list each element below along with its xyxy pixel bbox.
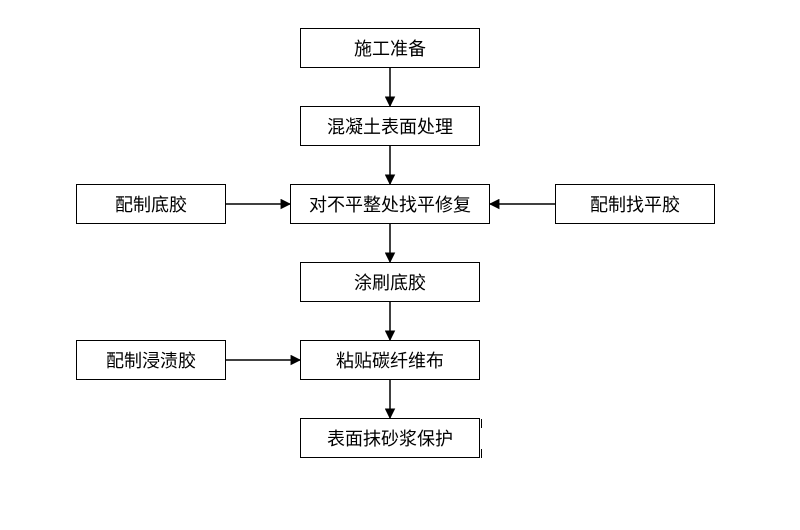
flow-node-label: 配制浸渍胶 <box>106 347 196 373</box>
flow-node-sL2: 配制浸渍胶 <box>76 340 226 380</box>
flow-node-label: 对不平整处找平修复 <box>309 191 471 217</box>
decorative-tick-0 <box>481 419 482 428</box>
flow-node-label: 配制底胶 <box>115 191 187 217</box>
flow-node-label: 混凝土表面处理 <box>327 113 453 139</box>
flow-node-n3: 对不平整处找平修复 <box>290 184 490 224</box>
flow-node-label: 粘贴碳纤维布 <box>336 347 444 373</box>
flow-node-n2: 混凝土表面处理 <box>300 106 480 146</box>
flow-node-n4: 涂刷底胶 <box>300 262 480 302</box>
flow-node-label: 表面抹砂浆保护 <box>327 425 453 451</box>
flow-node-n6: 表面抹砂浆保护 <box>300 418 480 458</box>
flow-node-n5: 粘贴碳纤维布 <box>300 340 480 380</box>
flow-node-n1: 施工准备 <box>300 28 480 68</box>
flow-node-label: 涂刷底胶 <box>354 269 426 295</box>
flowchart-canvas: 施工准备混凝土表面处理对不平整处找平修复涂刷底胶粘贴碳纤维布表面抹砂浆保护 配制底… <box>0 0 800 530</box>
flow-node-sR1: 配制找平胶 <box>555 184 715 224</box>
decorative-tick-1 <box>481 449 482 458</box>
flow-node-label: 配制找平胶 <box>590 191 680 217</box>
flow-node-sL1: 配制底胶 <box>76 184 226 224</box>
flow-node-label: 施工准备 <box>354 35 426 61</box>
